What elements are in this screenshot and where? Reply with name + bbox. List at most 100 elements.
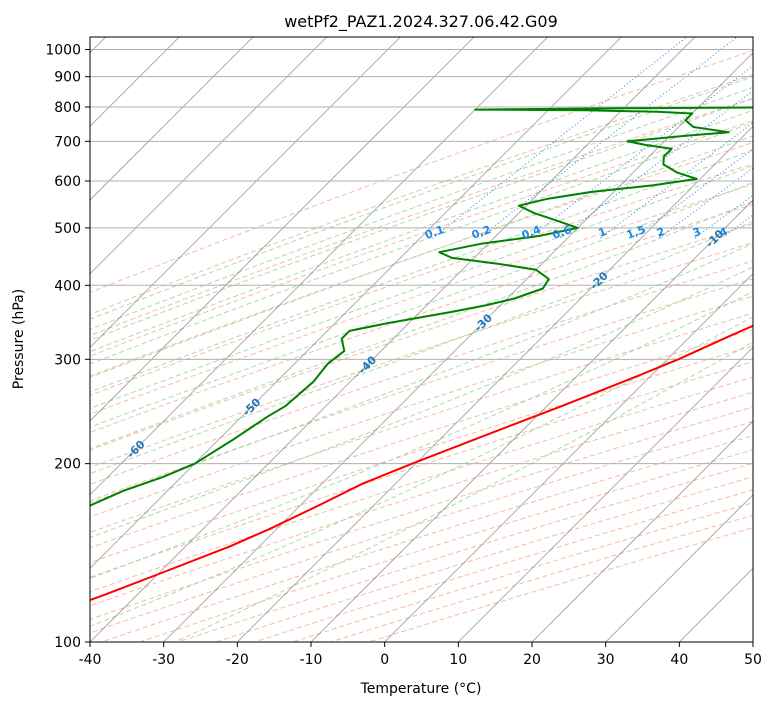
dry-adiabat-line — [90, 74, 753, 315]
y-tick-label: 600 — [54, 174, 81, 190]
dry-adiabat-line — [90, 376, 753, 593]
mixing-ratio-label: 0.4 — [520, 223, 543, 242]
dry-adiabat-line — [90, 142, 753, 377]
y-tick-label: 300 — [54, 352, 81, 368]
dry-adiabat-line — [90, 345, 753, 564]
isotherm-label: -30 — [472, 311, 495, 334]
moist-adiabat-line — [90, 242, 753, 504]
y-tick-label: 1000 — [45, 43, 81, 59]
mixing-ratio-label: 0.1 — [423, 223, 446, 242]
y-tick-label: 100 — [54, 635, 81, 651]
x-tick-label: -10 — [300, 652, 323, 668]
y-axis-ticks: 100 200 300 400 500 600 700 800 900 1000 — [45, 43, 90, 651]
isotherm-line — [384, 273, 753, 642]
isotherm-line — [678, 567, 753, 642]
dry-adiabat-line — [290, 502, 753, 642]
dry-adiabat-line — [90, 420, 753, 634]
mixing-ratio-label: 0.2 — [470, 223, 493, 242]
pressure-gridlines — [90, 49, 753, 642]
plot-frame — [89, 36, 754, 643]
dry-adiabat-line — [90, 361, 753, 578]
mixing-ratio-line — [760, 25, 775, 238]
dry-adiabat-line — [90, 203, 753, 433]
moist-adiabat-line — [90, 220, 753, 475]
moist-adiabats — [90, 76, 753, 642]
x-axis-label: Temperature (°C) — [360, 681, 482, 697]
y-tick-label: 500 — [54, 221, 81, 237]
chart-title: wetPf2_PAZ1.2024.327.06.42.G09 — [284, 12, 558, 32]
dry-adiabat-line — [90, 391, 753, 607]
isotherm-lines — [90, 37, 753, 642]
x-tick-label: 30 — [597, 652, 615, 668]
x-axis-ticks: -40 -30 -20 -10 0 10 20 30 40 50 — [79, 642, 762, 668]
y-tick-label: 900 — [54, 70, 81, 86]
mixing-ratio-label: 2 — [655, 225, 667, 240]
isotherm-label: -40 — [356, 353, 379, 376]
dry-adiabat-line — [366, 527, 753, 642]
moist-adiabat-line — [90, 135, 753, 378]
mixing-ratio-label: 6 — [756, 225, 768, 240]
mixing-ratio-label: 1.5 — [625, 223, 648, 242]
y-axis-label: Pressure (hPa) — [11, 289, 27, 389]
line-labels: 0.10.20.40.611.52346810131620253036-100-… — [124, 223, 768, 461]
dry-adiabat-line — [90, 295, 753, 518]
isotherm-label: -20 — [588, 269, 611, 292]
x-tick-label: 10 — [449, 652, 467, 668]
moist-adiabat-line — [90, 200, 753, 450]
dry-adiabat-line — [90, 241, 753, 469]
dewpoint-line — [90, 106, 753, 507]
isotherm-line — [163, 52, 753, 642]
isotherm-line — [531, 420, 753, 642]
dry-adiabat-line — [90, 223, 753, 451]
moist-adiabat-line — [90, 76, 753, 320]
dry-adiabat-line — [90, 97, 753, 337]
moist-adiabat-line — [90, 164, 753, 409]
moist-adiabat-line — [90, 291, 753, 579]
x-tick-label: -20 — [226, 652, 249, 668]
isotherm-line — [90, 37, 622, 569]
isotherm-line — [310, 199, 753, 642]
mixing-ratio-label: 1 — [597, 225, 609, 240]
dry-adiabat-line — [90, 120, 753, 357]
moist-adiabat-line — [90, 86, 753, 331]
mixing-ratio-line — [633, 148, 753, 239]
moist-adiabat-line — [90, 149, 753, 393]
moist-adiabat-line — [90, 266, 753, 539]
moist-adiabat-line — [90, 181, 753, 428]
isotherm-line — [457, 346, 753, 642]
y-tick-label: 800 — [54, 100, 81, 116]
isotherm-line — [90, 37, 328, 275]
moist-adiabat-line — [90, 109, 753, 353]
x-tick-label: 40 — [670, 652, 688, 668]
temperature-line — [90, 324, 753, 602]
dry-adiabat-line — [90, 406, 753, 620]
dry-adiabat-line — [90, 260, 753, 485]
isotherm-line — [90, 37, 401, 348]
sounding-traces — [90, 106, 753, 602]
dry-adiabats — [90, 50, 753, 642]
isotherm-line — [236, 125, 753, 642]
y-tick-label: 400 — [54, 278, 81, 294]
isotherm-line — [90, 37, 549, 496]
isotherm-line — [90, 37, 254, 201]
plot-area: 0.10.20.40.611.52346810131620253036-100-… — [90, 25, 775, 642]
mixing-ratio-label: 0.6 — [551, 223, 574, 242]
dry-adiabat-line — [90, 312, 753, 534]
x-tick-label: 0 — [380, 652, 389, 668]
y-tick-label: 200 — [54, 457, 81, 473]
y-tick-label: 700 — [54, 134, 81, 150]
dry-adiabat-line — [90, 163, 753, 396]
mixing-ratio-label: 4 — [718, 225, 730, 240]
dry-adiabat-line — [90, 50, 753, 293]
moist-adiabat-line — [90, 122, 753, 365]
moist-adiabat-line — [90, 98, 753, 341]
dry-adiabat-line — [90, 329, 753, 549]
isotherm-line — [90, 37, 696, 642]
x-tick-label: 50 — [744, 652, 762, 668]
dry-adiabat-line — [90, 278, 753, 502]
dry-adiabat-line — [90, 183, 753, 415]
dry-adiabat-line — [99, 435, 753, 642]
isotherm-label: -60 — [124, 438, 147, 461]
mixing-ratio-label: 3 — [691, 225, 703, 240]
